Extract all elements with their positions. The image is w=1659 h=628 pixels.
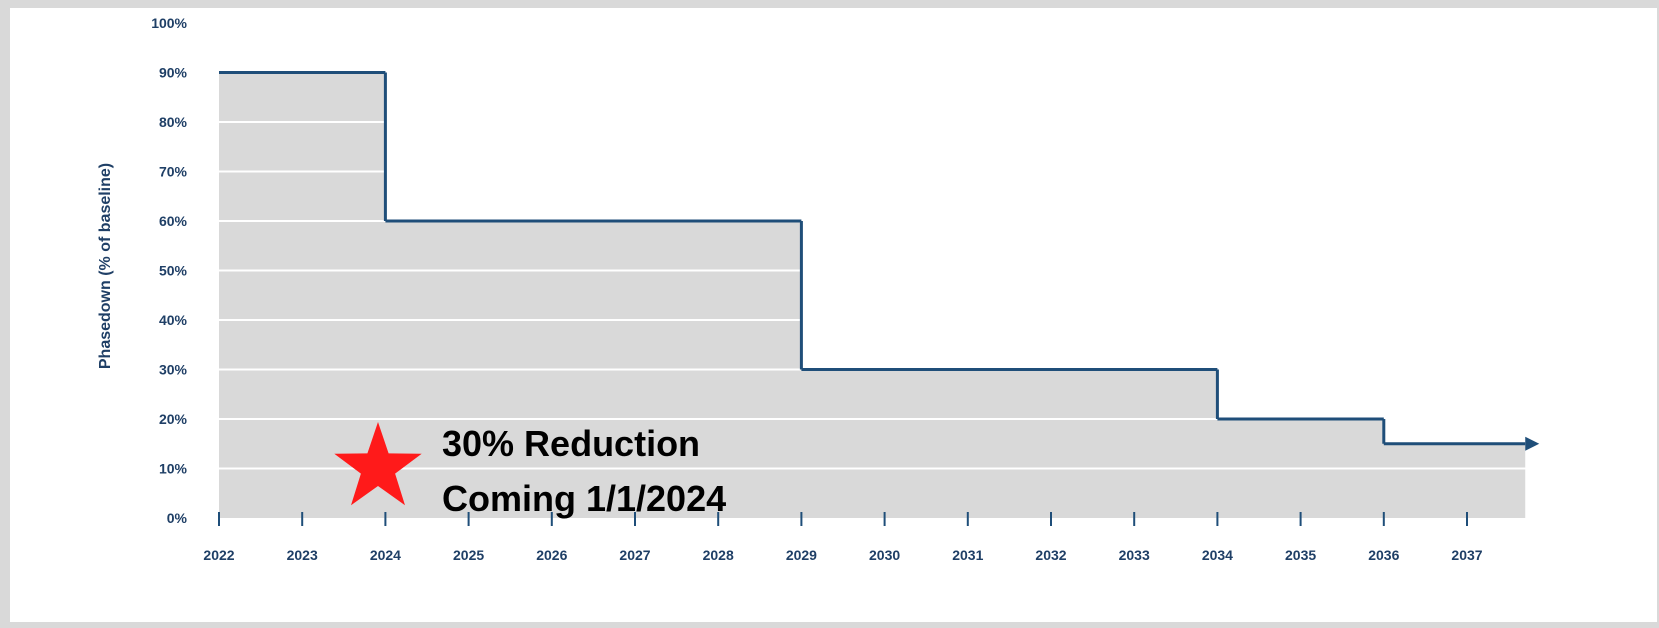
chart-frame: 2022 2023 2024 2025 2026 2027 2028 2029 2030 2031… xyxy=(10,8,1657,622)
x-tick-label-2035: 2035 xyxy=(1285,547,1316,563)
x-tick-label-2037: 2037 xyxy=(1451,547,1482,563)
annotation: 30% Reduction Coming 1/1/2024 xyxy=(334,422,726,519)
x-tick-label-2036: 2036 xyxy=(1368,547,1399,563)
y-tick-label-70pct: 70% xyxy=(159,164,188,180)
arrow-head-icon xyxy=(1525,436,1540,451)
x-tick-label-2032: 2032 xyxy=(1035,547,1066,563)
y-tick-label-100pct: 100% xyxy=(151,15,187,31)
star-icon xyxy=(334,422,422,506)
y-tick-label-20pct: 20% xyxy=(159,411,188,427)
y-tick-label-0pct: 0% xyxy=(167,510,188,526)
area-fill xyxy=(219,72,1526,518)
y-tick-label-80pct: 80% xyxy=(159,114,188,130)
x-tick-label-2027: 2027 xyxy=(619,547,650,563)
y-tick-label-10pct: 10% xyxy=(159,461,188,477)
x-tick-label-2026: 2026 xyxy=(536,547,567,563)
y-tick-label-90pct: 90% xyxy=(159,65,188,81)
y-tick-label-30pct: 30% xyxy=(159,362,188,378)
x-tick-label-2031: 2031 xyxy=(952,547,983,563)
y-tick-label-60pct: 60% xyxy=(159,213,188,229)
x-tick-label-2025: 2025 xyxy=(453,547,484,563)
annotation-line-1: 30% Reduction xyxy=(442,423,700,464)
annotation-line-2: Coming 1/1/2024 xyxy=(442,478,726,519)
x-tick-label-2022: 2022 xyxy=(203,547,234,563)
y-axis: 0% 10% 20% 30% 40% 50% 60% 70% 80% 90% 100% xyxy=(151,15,187,526)
x-tick-label-2024: 2024 xyxy=(370,547,401,563)
x-tick-label-2023: 2023 xyxy=(287,547,318,563)
step-line-layer xyxy=(219,71,1540,451)
phasedown-chart: 2022 2023 2024 2025 2026 2027 2028 2029 2030 2031… xyxy=(97,15,1540,563)
y-axis-title: Phasedown (% of baseline) xyxy=(97,163,114,369)
x-tick-label-2030: 2030 xyxy=(869,547,900,563)
x-tick-label-2033: 2033 xyxy=(1119,547,1150,563)
x-tick-label-2028: 2028 xyxy=(703,547,734,563)
x-tick-label-2034: 2034 xyxy=(1202,547,1233,563)
area-fill-layer xyxy=(219,72,1526,518)
y-tick-label-50pct: 50% xyxy=(159,263,188,279)
x-tick-label-2029: 2029 xyxy=(786,547,817,563)
y-tick-label-40pct: 40% xyxy=(159,312,188,328)
x-axis: 2022 2023 2024 2025 2026 2027 2028 2029 2030 2031… xyxy=(203,512,1483,563)
